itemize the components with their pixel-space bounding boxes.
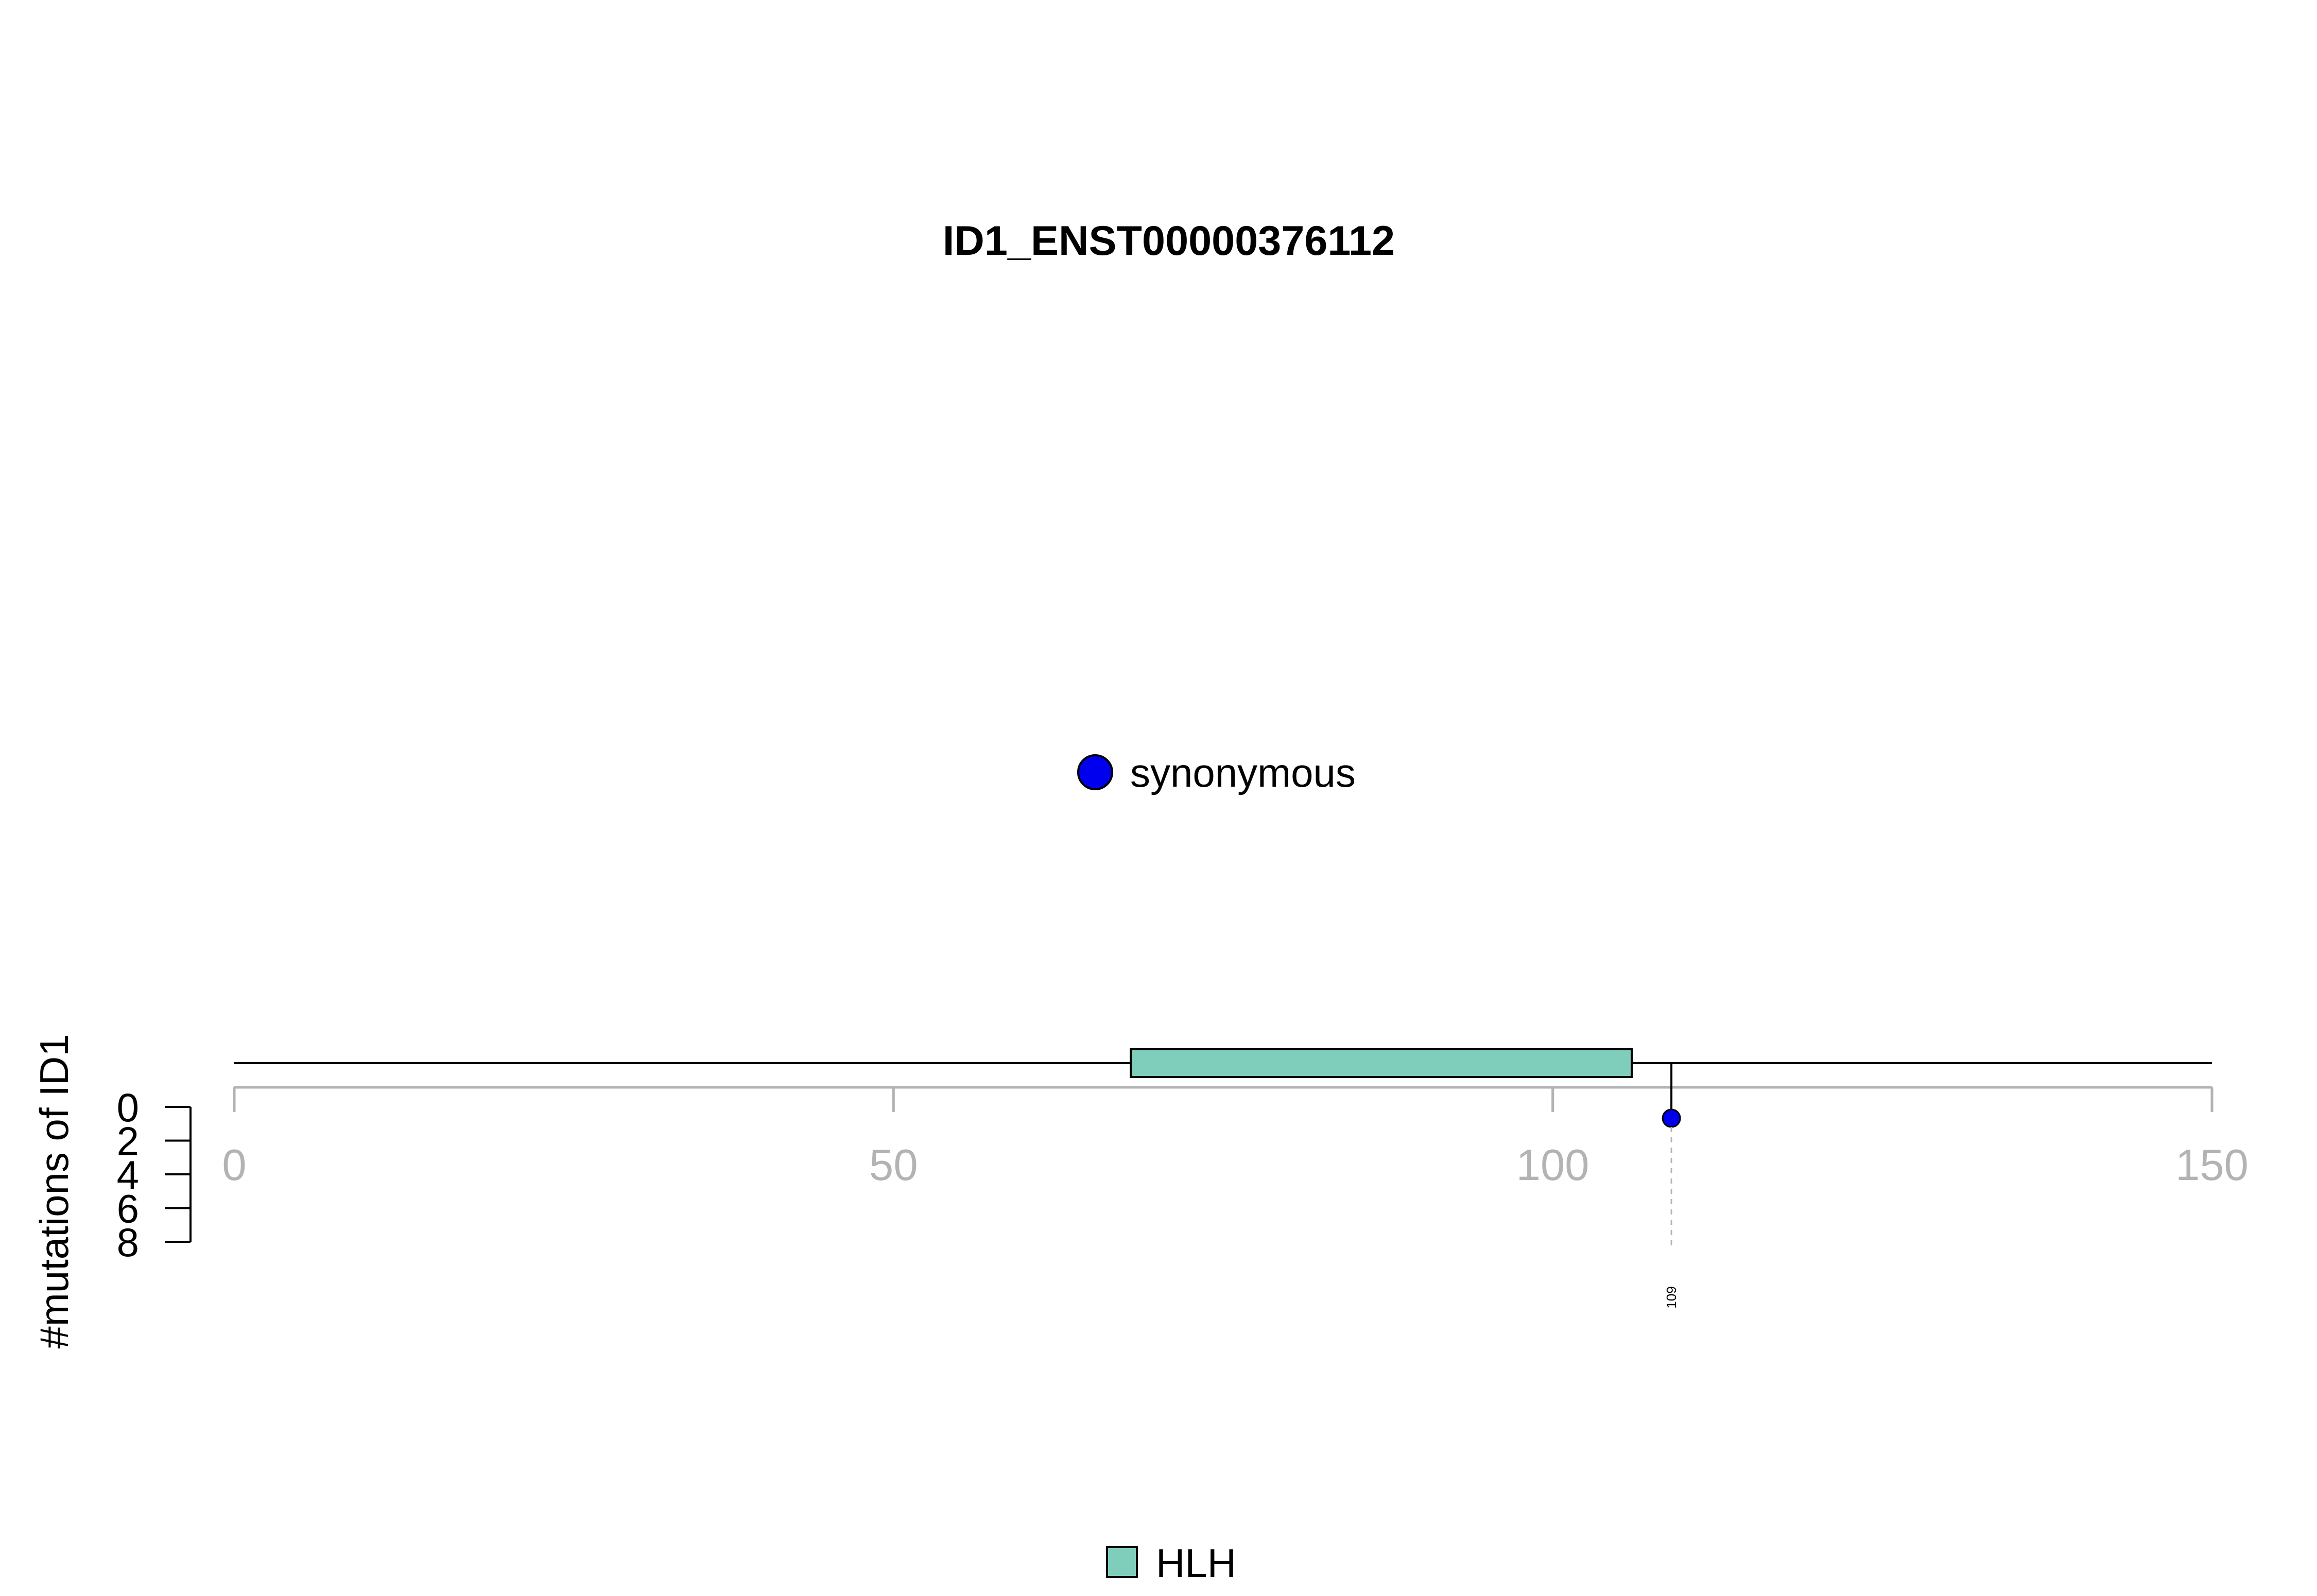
legend-label-hlh: HLH xyxy=(1156,1540,1236,1586)
mutation-point xyxy=(1662,1108,1681,1128)
y-tick-label: 4 xyxy=(117,1152,139,1198)
domain-box-hlh xyxy=(1130,1048,1633,1078)
domain-track xyxy=(1130,1048,1633,1078)
y-tick-label: 6 xyxy=(117,1186,139,1231)
legend-marker-synonymous xyxy=(1077,754,1113,790)
x-tick-label: 100 xyxy=(1516,1141,1589,1190)
x-tick-label: 150 xyxy=(2175,1141,2249,1190)
chart-title: ID1_ENST00000376112 xyxy=(943,218,1395,264)
x-tick-label: 50 xyxy=(869,1141,918,1190)
y-axis-label: #mutations of ID1 xyxy=(31,1034,77,1348)
legend-swatch-hlh xyxy=(1106,1546,1138,1578)
mutation-legend: synonymous xyxy=(1077,750,1356,795)
legend-label-synonymous: synonymous xyxy=(1130,750,1356,795)
mutation-lollipops: 109 xyxy=(1662,1063,1681,1309)
y-tick-label: 8 xyxy=(117,1220,139,1265)
y-tick-label: 2 xyxy=(117,1119,139,1164)
x-axis-ticks: 0 50 100 150 xyxy=(222,1087,2249,1190)
y-tick-label: 0 xyxy=(117,1085,139,1130)
mutation-position-label: 109 xyxy=(1664,1286,1679,1308)
domain-legend: HLH xyxy=(1106,1540,1236,1586)
x-tick-label: 0 xyxy=(222,1141,246,1190)
